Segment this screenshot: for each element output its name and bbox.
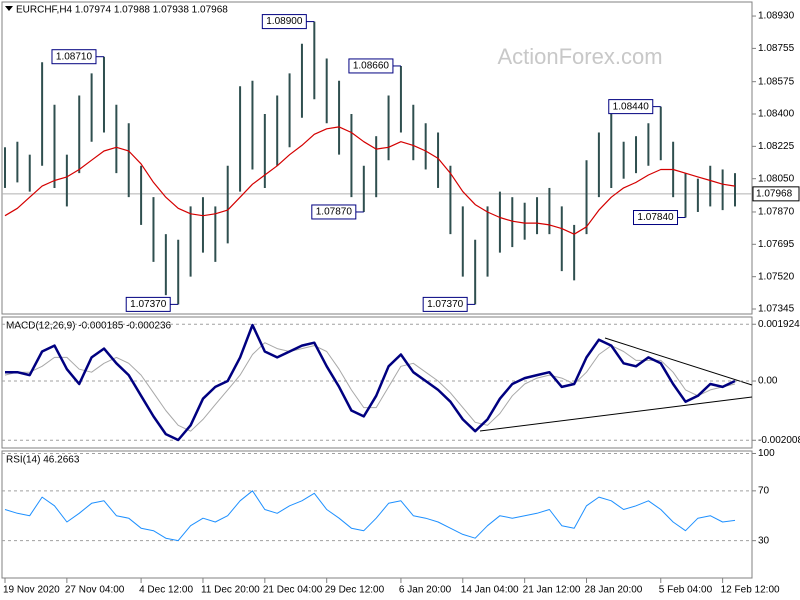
annotation-label: 1.08900 <box>266 16 303 27</box>
y-tick-label: 0.001924 <box>758 319 800 330</box>
x-tick-label: 6 Jan 20:00 <box>399 585 452 596</box>
x-tick-label: 21 Jan 12:00 <box>523 585 581 596</box>
x-tick-label: 29 Dec 12:00 <box>325 585 385 596</box>
annotation-label: 1.07370 <box>427 299 464 310</box>
annotation-label: 1.07840 <box>637 212 674 223</box>
annotation-box <box>608 99 654 115</box>
x-tick-label: 19 Nov 2020 <box>3 585 60 596</box>
x-tick-label: 14 Jan 04:00 <box>461 585 519 596</box>
y-tick-label: 1.07345 <box>758 304 795 315</box>
x-tick-label: 12 Feb 12:00 <box>721 585 780 596</box>
moving-average <box>4 126 736 235</box>
annotation-label: 1.08660 <box>353 61 390 72</box>
annotation-box <box>261 14 307 30</box>
last-price-label: 1.07968 <box>756 188 793 199</box>
x-tick-label: 5 Feb 04:00 <box>659 585 713 596</box>
y-tick-label: 1.07870 <box>758 207 795 218</box>
rsi-panel <box>1 450 753 579</box>
annotation-box <box>125 296 171 312</box>
annotation-label: 1.08440 <box>613 101 650 112</box>
y-tick-label: 1.08225 <box>758 141 795 152</box>
rsi-line <box>4 490 736 542</box>
macd-title: MACD(12,26,9) -0.000185 -0.000236 <box>6 321 172 332</box>
y-tick-label: 1.08575 <box>758 76 795 87</box>
y-tick-label: 100 <box>758 448 775 459</box>
annotation-label: 1.08710 <box>56 51 93 62</box>
y-tick-label: 1.07520 <box>758 271 795 282</box>
macd-line <box>5 323 736 442</box>
last-price-box <box>752 186 800 202</box>
y-tick-label: 1.08050 <box>758 173 795 184</box>
x-tick-label: 27 Nov 04:00 <box>65 585 125 596</box>
x-tick-label: 4 Dec 12:00 <box>139 585 193 596</box>
y-tick-label: 1.08755 <box>758 43 795 54</box>
panel-icon <box>5 6 13 11</box>
watermark: ActionForex.com <box>497 44 662 69</box>
x-tick-label: 28 Jan 20:00 <box>585 585 643 596</box>
annotation-box <box>348 58 394 74</box>
y-tick-label: 1.08930 <box>758 11 795 22</box>
macd-panel <box>1 316 753 449</box>
y-tick-label: 1.07695 <box>758 239 795 250</box>
annotation-box <box>51 49 97 65</box>
y-tick-label: -0.002008 <box>758 435 800 446</box>
annotation-box <box>311 204 357 220</box>
x-tick-label: 11 Dec 20:00 <box>201 585 260 596</box>
y-tick-label: 0.00 <box>758 376 778 387</box>
trendline <box>479 396 753 432</box>
annotation-label: 1.07370 <box>130 299 167 310</box>
y-tick-label: 30 <box>758 535 770 546</box>
x-tick-label: 21 Dec 04:00 <box>263 585 323 596</box>
y-tick-label: 1.08400 <box>758 109 795 120</box>
annotation-box <box>422 296 468 312</box>
chart-title: EURCHF,H4 1.07974 1.07988 1.07938 1.0796… <box>16 5 228 16</box>
y-tick-label: 70 <box>758 485 770 496</box>
trendline <box>604 337 753 386</box>
rsi-title: RSI(14) 46.2663 <box>6 455 80 466</box>
annotation-label: 1.07870 <box>316 207 353 218</box>
annotation-box <box>633 210 679 226</box>
